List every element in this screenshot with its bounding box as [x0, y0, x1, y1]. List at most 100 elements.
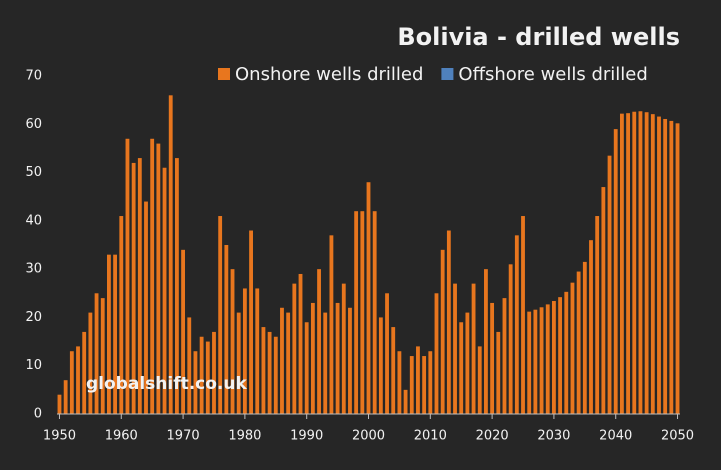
bar [613, 129, 618, 414]
legend-swatch [441, 68, 454, 80]
bar [490, 302, 495, 414]
x-tick-label: 2000 [352, 429, 385, 444]
bar [440, 249, 445, 414]
bar [644, 112, 649, 414]
bar [508, 264, 513, 414]
y-tick-label: 10 [25, 358, 42, 373]
bar [484, 269, 488, 414]
bar [521, 216, 525, 414]
y-tick-label: 20 [25, 310, 42, 325]
bar [107, 254, 111, 414]
bar [255, 288, 260, 414]
bar [144, 201, 148, 414]
bar [341, 283, 346, 414]
bar [545, 304, 550, 414]
bar [533, 309, 538, 414]
bar [286, 312, 291, 414]
bar [638, 111, 643, 415]
y-tick-label: 70 [25, 69, 42, 84]
bar [372, 211, 377, 414]
bar [564, 291, 569, 414]
bar [187, 317, 192, 414]
bar [94, 293, 99, 414]
bar [675, 123, 680, 414]
bar [156, 143, 161, 414]
bar [88, 312, 93, 414]
bar [218, 216, 223, 414]
y-tick-label: 0 [34, 407, 42, 422]
bar [63, 380, 68, 414]
bar [601, 187, 606, 414]
bar [632, 111, 637, 414]
bar [280, 307, 284, 414]
bar [663, 118, 668, 414]
bar [416, 346, 420, 414]
bar [131, 162, 136, 414]
bar [465, 312, 470, 414]
bar [558, 297, 563, 414]
bar [304, 322, 309, 414]
x-tick-label: 1980 [228, 429, 261, 444]
bar [428, 351, 433, 414]
bar [181, 249, 185, 414]
bar [261, 327, 266, 414]
legend-swatch [218, 68, 230, 80]
legend: Onshore wells drilled Offshore wells dril… [218, 64, 648, 85]
bar [459, 322, 464, 414]
bar [502, 298, 507, 414]
chart-title: Bolivia - drilled wells [397, 23, 680, 51]
bar [310, 302, 315, 414]
y-tick-label: 40 [25, 213, 42, 228]
bar [403, 389, 408, 414]
bar [230, 269, 235, 414]
bar [552, 301, 556, 414]
x-tick-label: 2010 [414, 429, 447, 444]
bar [496, 331, 501, 414]
bar [477, 346, 482, 414]
bar [354, 211, 359, 414]
bar [224, 245, 229, 414]
bar [348, 307, 352, 414]
bar [317, 269, 321, 414]
bar [619, 113, 624, 415]
x-tick-label: 1970 [167, 429, 200, 444]
bar [150, 138, 155, 414]
bar [434, 293, 439, 414]
bar [397, 351, 402, 414]
bar [212, 331, 216, 414]
bar [366, 182, 371, 414]
bar [657, 116, 661, 414]
bar [360, 211, 365, 414]
bar [582, 261, 587, 414]
y-tick-label: 50 [25, 165, 42, 180]
bar [391, 327, 396, 414]
bar [527, 311, 532, 414]
bar [446, 230, 451, 414]
bar [589, 240, 593, 414]
x-tick-label: 2050 [661, 429, 694, 444]
bar [595, 216, 600, 414]
watermark: globalshift.co.uk [86, 374, 247, 394]
bar [113, 254, 118, 414]
bar [570, 282, 575, 414]
bar [650, 114, 655, 414]
bar [249, 230, 253, 414]
bar [335, 302, 340, 414]
x-tick-label: 1990 [290, 429, 323, 444]
bar [82, 331, 87, 414]
legend-label: Onshore wells drilled [235, 64, 423, 85]
x-tick-label: 2030 [537, 429, 570, 444]
bar [453, 283, 457, 414]
bar [100, 298, 105, 414]
bar [385, 293, 389, 414]
bar [162, 167, 167, 414]
bar [174, 158, 179, 414]
bar [409, 356, 414, 414]
bar [292, 283, 297, 414]
bar [137, 158, 142, 414]
x-tick-label: 1960 [105, 429, 138, 444]
bar [267, 331, 272, 414]
bar [242, 288, 247, 414]
